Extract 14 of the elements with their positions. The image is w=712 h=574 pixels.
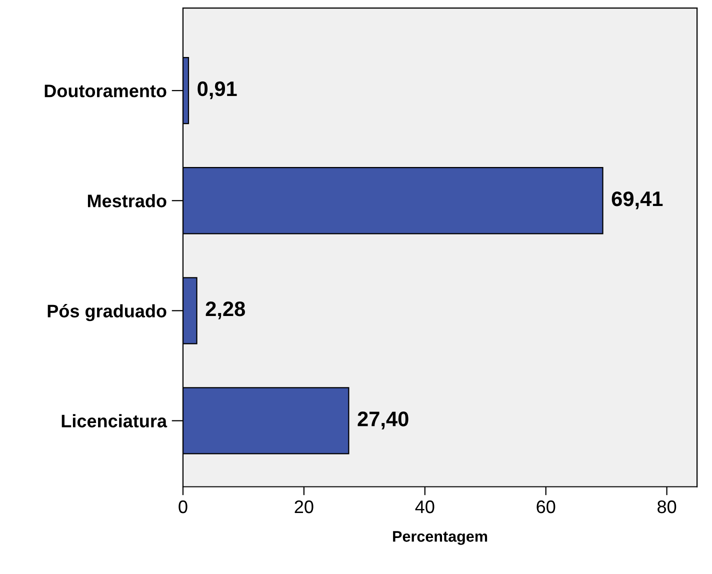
data-label: 2,28 (206, 302, 246, 320)
y-tick-label: Licenciatura (62, 414, 168, 428)
x-tick-label: 20 (294, 500, 314, 514)
y-tick-label: Pós graduado (48, 304, 166, 322)
y-tick-label: Mestrado (88, 194, 166, 208)
x-tick-label: 80 (658, 500, 676, 514)
x-tick-label: 0 (178, 500, 188, 514)
data-label: 69,41 (612, 191, 663, 210)
x-tick-label: 60 (536, 500, 556, 514)
x-axis-title: Percentagem (393, 531, 488, 545)
data-label: 27,40 (358, 412, 408, 430)
y-tick-label: Doutoramento (44, 84, 166, 98)
data-label: 0,91 (198, 81, 237, 100)
x-tick-label: 40 (415, 500, 434, 514)
